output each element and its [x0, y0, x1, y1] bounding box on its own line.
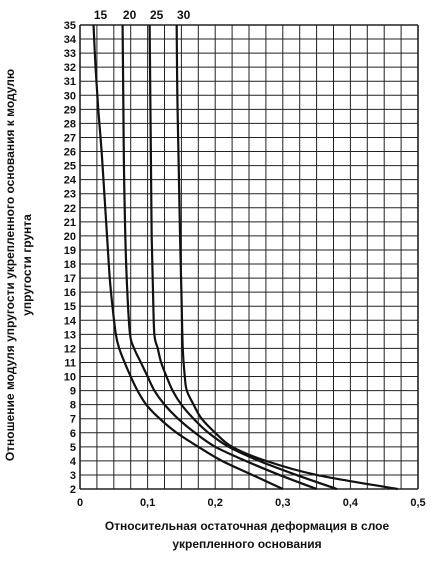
y-tick-label: 12 — [64, 343, 76, 355]
x-axis-title-line-1: Относительная остаточная деформация в сл… — [105, 519, 390, 533]
x-tick-label: 0,3 — [275, 497, 290, 509]
x-tick-label: 0,1 — [140, 497, 155, 509]
curve-layer — [92, 24, 398, 491]
curve-label-15: 15 — [94, 8, 108, 22]
curve-15 — [92, 24, 284, 490]
curve-30 — [175, 24, 398, 491]
y-tick-label: 5 — [70, 442, 76, 454]
y-tick-label: 14 — [64, 315, 77, 327]
y-tick-label: 29 — [64, 104, 76, 116]
y-tick-label: 30 — [64, 90, 76, 102]
curve-label-30: 30 — [177, 8, 191, 22]
x-tick-label: 0 — [77, 497, 83, 509]
y-tick-label: 4 — [70, 456, 77, 468]
y-tick-label: 31 — [64, 76, 76, 88]
y-tick-label: 8 — [70, 400, 76, 412]
y-tick-label: 9 — [70, 386, 76, 398]
y-tick-label: 26 — [64, 147, 76, 159]
x-tick-label: 0,4 — [343, 497, 359, 509]
y-tick-label: 34 — [64, 34, 77, 46]
tick-layer: 2345678910111213141516171819202122232425… — [64, 20, 426, 509]
x-tick-label: 0,2 — [208, 497, 223, 509]
y-tick-label: 22 — [64, 203, 76, 215]
curve-25 — [148, 24, 338, 491]
y-tick-label: 25 — [64, 161, 76, 173]
y-tick-label: 17 — [64, 273, 76, 285]
y-tick-label: 3 — [70, 470, 76, 482]
y-tick-label: 16 — [64, 287, 76, 299]
y-tick-label: 35 — [64, 20, 76, 32]
label-layer: 15 20 25 30 — [94, 8, 191, 22]
y-tick-label: 18 — [64, 259, 76, 271]
curve-20 — [121, 24, 317, 491]
y-tick-label: 2 — [70, 484, 76, 496]
curve-label-20: 20 — [123, 8, 137, 22]
y-tick-label: 33 — [64, 48, 76, 60]
y-tick-label: 21 — [64, 217, 76, 229]
y-tick-label: 28 — [64, 118, 76, 130]
y-tick-label: 6 — [70, 428, 76, 440]
y-tick-label: 23 — [64, 189, 76, 201]
y-tick-label: 19 — [64, 245, 76, 257]
grid-layer — [79, 24, 419, 490]
x-tick-label: 0,5 — [410, 497, 425, 509]
y-tick-label: 27 — [64, 132, 76, 144]
y-axis-title-line-2: упругости грунта — [20, 214, 34, 316]
y-tick-label: 13 — [64, 329, 76, 341]
y-tick-label: 32 — [64, 62, 76, 74]
x-axis-title-line-2: укрепленного основания — [172, 537, 321, 551]
y-tick-label: 10 — [64, 372, 76, 384]
y-tick-label: 20 — [64, 231, 76, 243]
y-tick-label: 24 — [64, 175, 77, 187]
curve-label-25: 25 — [150, 8, 164, 22]
y-tick-label: 15 — [64, 301, 76, 313]
y-axis-title-line-1: Отношение модуля упругости укрепленного … — [3, 69, 17, 461]
y-tick-label: 11 — [64, 357, 76, 369]
y-tick-label: 7 — [70, 414, 76, 426]
